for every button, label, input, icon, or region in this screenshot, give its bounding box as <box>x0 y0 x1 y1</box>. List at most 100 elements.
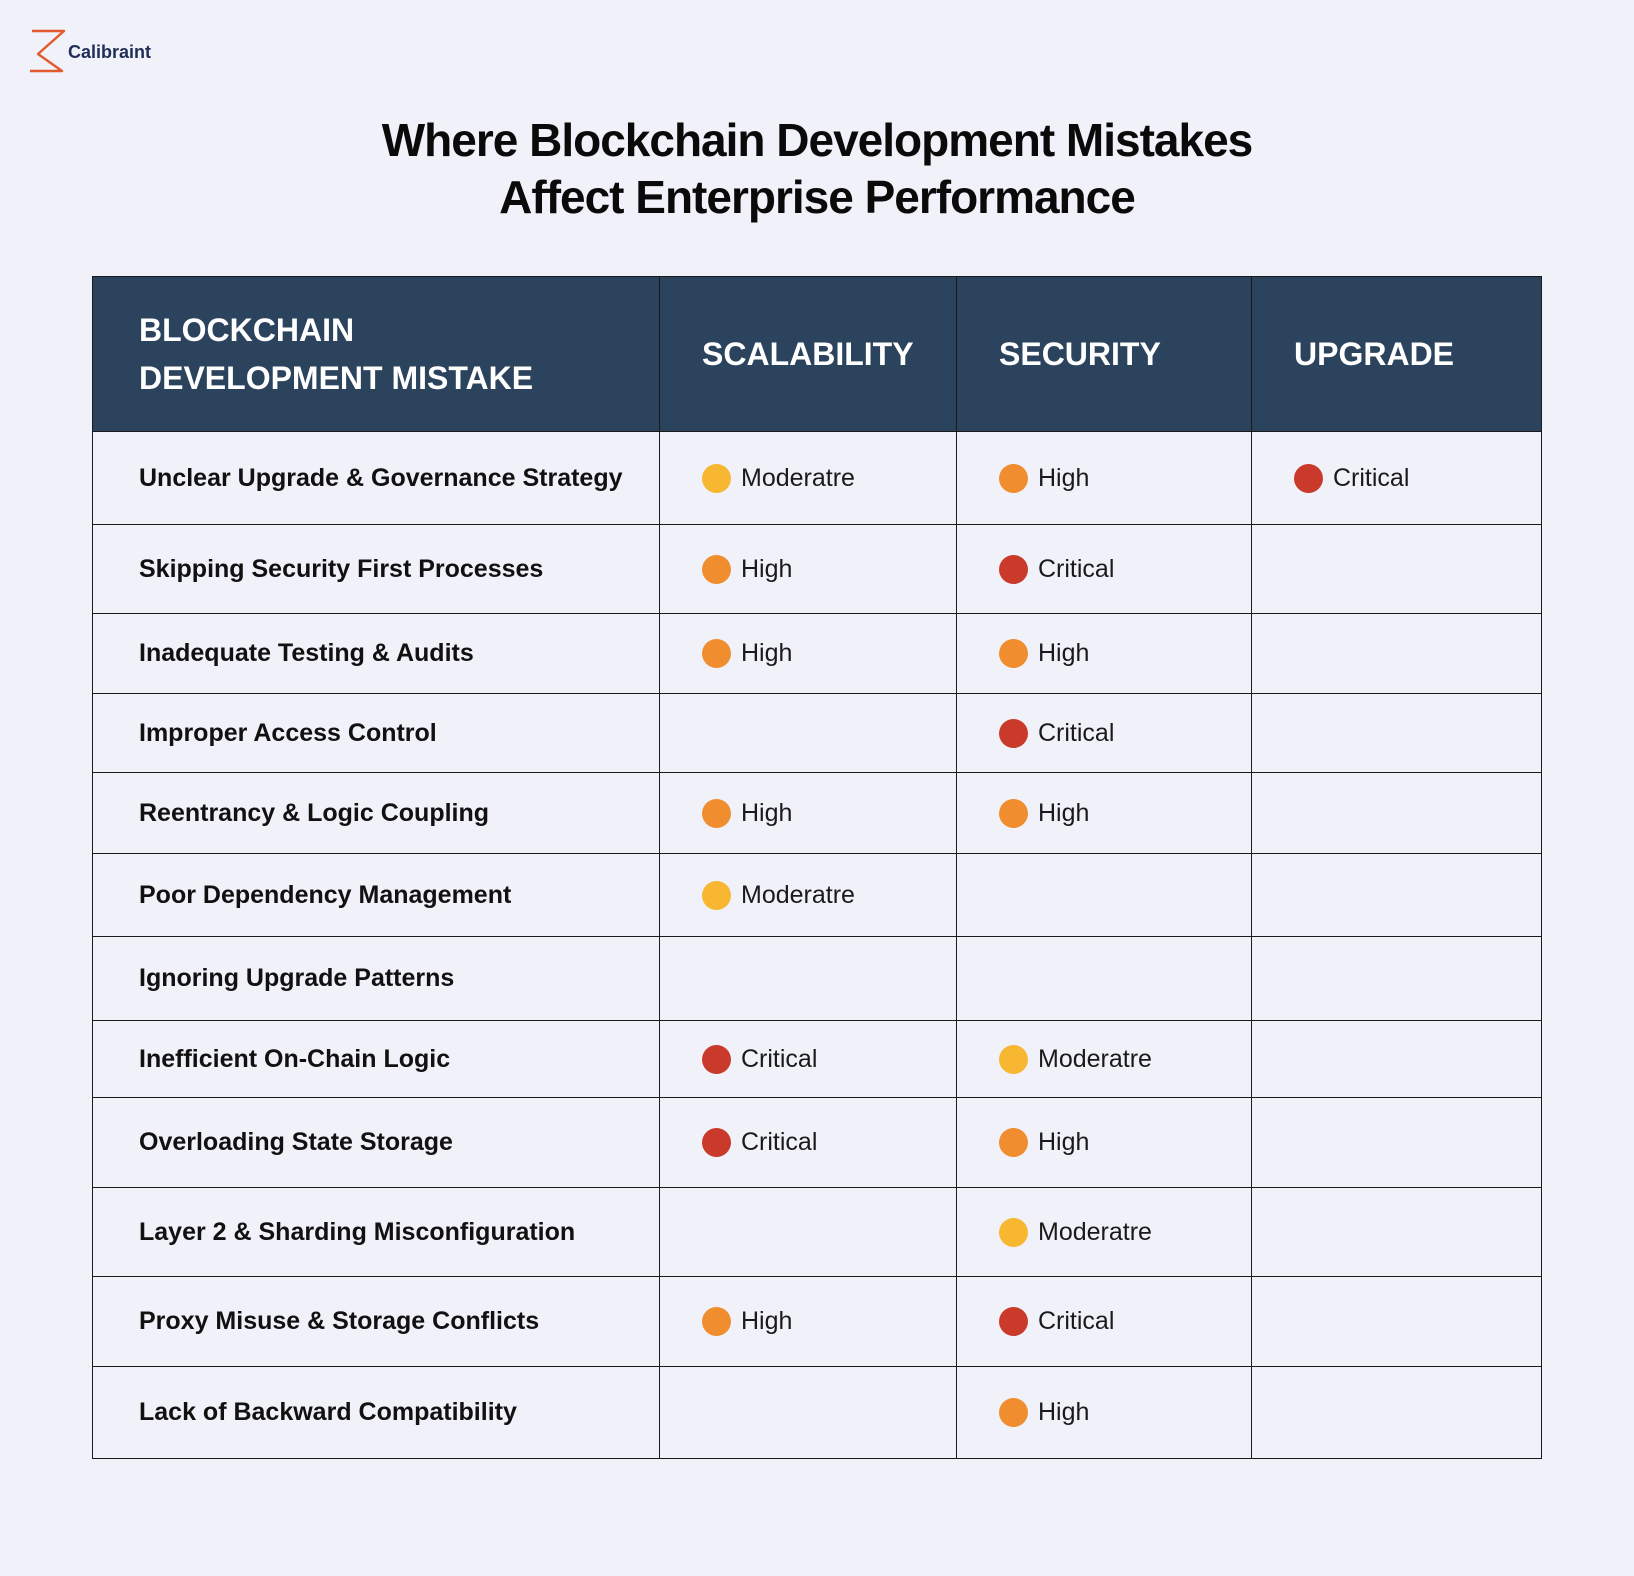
upgrade-cell <box>1251 1187 1542 1277</box>
security-cell: High <box>956 772 1252 854</box>
severity-badge: Critical <box>999 1307 1251 1336</box>
upgrade-cell <box>1251 853 1542 937</box>
scalability-cell <box>659 936 957 1021</box>
security-cell: Critical <box>956 1276 1252 1367</box>
upgrade-cell: Critical <box>1251 431 1542 525</box>
header-upgrade: UPGRADE <box>1251 276 1542 432</box>
severity-label: Critical <box>741 1128 818 1156</box>
severity-label: High <box>1038 463 1090 492</box>
title-line-1: Where Blockchain Development Mistakes <box>381 114 1254 166</box>
table-row: Skipping Security First Processes High Cri… <box>92 524 1542 614</box>
severity-dot-icon <box>999 1217 1028 1247</box>
mistake-cell: Reentrancy & Logic Coupling <box>92 772 660 854</box>
header-mistake-line-1: BLOCKCHAIN <box>139 312 355 348</box>
page-title: Where Blockchain Development Mistakes Af… <box>0 112 1634 226</box>
severity-dot-icon <box>702 463 731 493</box>
upgrade-cell <box>1251 1097 1542 1188</box>
mistake-cell: Proxy Misuse & Storage Conflicts <box>92 1276 660 1367</box>
severity-label: Critical <box>741 1044 818 1073</box>
scalability-cell <box>659 1187 957 1277</box>
upgrade-cell <box>1251 613 1542 694</box>
severity-dot-icon <box>702 880 731 910</box>
severity-badge: Moderatre <box>702 880 956 910</box>
severity-dot-icon <box>702 1307 731 1336</box>
severity-dot-icon <box>999 554 1028 584</box>
severity-dot-icon <box>999 1398 1028 1427</box>
severity-dot-icon <box>702 1044 731 1074</box>
upgrade-cell <box>1251 1366 1542 1459</box>
calibraint-logo-icon <box>30 29 66 73</box>
mistake-cell: Ignoring Upgrade Patterns <box>92 936 660 1021</box>
table-row: Layer 2 & Sharding Misconfiguration Moder… <box>92 1187 1542 1277</box>
upgrade-cell <box>1251 1276 1542 1367</box>
security-cell: High <box>956 1366 1252 1459</box>
mistake-cell: Skipping Security First Processes <box>92 524 660 614</box>
severity-label: Moderatre <box>1038 1217 1152 1246</box>
header-mistake-line-2: DEVELOPMENT MISTAKE <box>139 360 534 396</box>
severity-badge: Critical <box>702 1044 956 1074</box>
upgrade-cell <box>1251 936 1542 1021</box>
severity-dot-icon <box>702 798 731 828</box>
scalability-cell: High <box>659 524 957 614</box>
severity-label: Critical <box>1038 1307 1115 1335</box>
severity-label: High <box>1038 639 1090 667</box>
table-row: Overloading State Storage Critical High <box>92 1097 1542 1188</box>
scalability-cell: High <box>659 613 957 694</box>
mistake-cell: Improper Access Control <box>92 693 660 773</box>
severity-label: Moderatre <box>1038 1044 1152 1073</box>
severity-badge: High <box>999 798 1251 828</box>
upgrade-cell <box>1251 1020 1542 1098</box>
severity-dot-icon <box>1294 463 1323 493</box>
mistake-cell: Layer 2 & Sharding Misconfiguration <box>92 1187 660 1277</box>
scalability-cell: High <box>659 772 957 854</box>
severity-label: High <box>741 798 793 827</box>
header-scalability: SCALABILITY <box>659 276 957 432</box>
table-row: Improper Access Control Critical <box>92 693 1542 773</box>
severity-dot-icon <box>999 1044 1028 1074</box>
severity-dot-icon <box>999 798 1028 828</box>
severity-dot-icon <box>999 718 1028 748</box>
severity-badge: High <box>999 639 1251 668</box>
severity-label: High <box>741 639 793 667</box>
severity-label: Critical <box>1038 554 1115 583</box>
severity-badge: Critical <box>999 718 1251 748</box>
security-cell <box>956 936 1252 1021</box>
severity-dot-icon <box>702 554 731 584</box>
severity-badge: Critical <box>1294 463 1541 493</box>
security-cell: High <box>956 613 1252 694</box>
severity-dot-icon <box>999 1307 1028 1336</box>
table-row: Ignoring Upgrade Patterns <box>92 936 1542 1021</box>
scalability-cell <box>659 693 957 773</box>
severity-dot-icon <box>999 639 1028 668</box>
severity-badge: High <box>999 1128 1251 1157</box>
severity-label: High <box>1038 1128 1090 1156</box>
mistake-cell: Inadequate Testing & Audits <box>92 613 660 694</box>
mistake-cell: Poor Dependency Management <box>92 853 660 937</box>
table-row: Inadequate Testing & Audits High High <box>92 613 1542 694</box>
header-security: SECURITY <box>956 276 1252 432</box>
table-row: Poor Dependency Management Moderatre <box>92 853 1542 937</box>
severity-label: Moderatre <box>741 463 855 492</box>
severity-label: High <box>741 1307 793 1335</box>
severity-label: High <box>1038 798 1090 827</box>
security-cell: Moderatre <box>956 1020 1252 1098</box>
scalability-cell: High <box>659 1276 957 1367</box>
table-row: Inefficient On-Chain Logic Critical Modera… <box>92 1020 1542 1098</box>
severity-label: Critical <box>1333 463 1410 492</box>
security-cell: Critical <box>956 693 1252 773</box>
mistake-cell: Inefficient On-Chain Logic <box>92 1020 660 1098</box>
scalability-cell: Moderatre <box>659 431 957 525</box>
severity-dot-icon <box>999 1128 1028 1157</box>
scalability-cell: Moderatre <box>659 853 957 937</box>
severity-label: Critical <box>1038 718 1115 747</box>
table-body: Unclear Upgrade & Governance Strategy Mod… <box>92 431 1542 1459</box>
severity-badge: Moderatre <box>999 1217 1251 1247</box>
severity-badge: High <box>702 798 956 828</box>
table-row: Reentrancy & Logic Coupling High High <box>92 772 1542 854</box>
brand-name: Calibraint <box>68 41 152 62</box>
upgrade-cell <box>1251 524 1542 614</box>
impact-table: BLOCKCHAIN DEVELOPMENT MISTAKE SCALABILI… <box>92 276 1542 1459</box>
severity-dot-icon <box>702 1128 731 1157</box>
severity-badge: Critical <box>999 554 1251 584</box>
severity-badge: High <box>702 1307 956 1336</box>
